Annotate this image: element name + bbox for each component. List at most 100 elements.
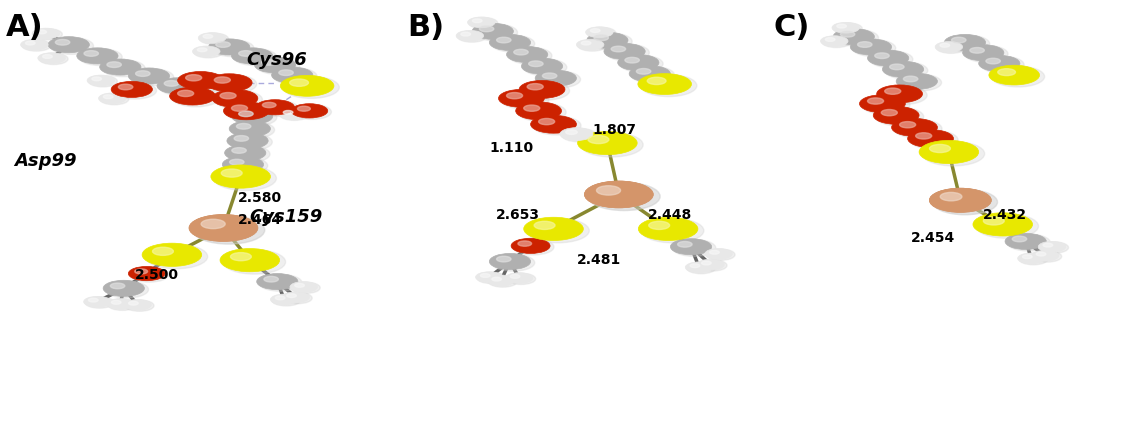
- Circle shape: [128, 301, 139, 305]
- Circle shape: [706, 249, 735, 260]
- Circle shape: [686, 262, 715, 274]
- Text: A): A): [6, 13, 44, 42]
- Circle shape: [677, 241, 692, 247]
- Circle shape: [976, 214, 1038, 238]
- Circle shape: [457, 31, 486, 42]
- Circle shape: [84, 51, 99, 56]
- Text: C): C): [774, 13, 810, 42]
- Circle shape: [524, 59, 567, 76]
- Circle shape: [528, 61, 543, 67]
- Circle shape: [211, 165, 270, 188]
- Circle shape: [877, 85, 923, 103]
- Circle shape: [510, 274, 520, 278]
- Text: Cys96: Cys96: [246, 51, 307, 69]
- Circle shape: [534, 221, 555, 229]
- Circle shape: [882, 61, 924, 77]
- Circle shape: [821, 36, 848, 46]
- Circle shape: [142, 243, 202, 266]
- Circle shape: [521, 81, 570, 100]
- Circle shape: [979, 55, 1020, 72]
- Circle shape: [709, 250, 720, 254]
- Circle shape: [264, 276, 278, 282]
- Circle shape: [492, 254, 535, 271]
- Circle shape: [254, 57, 296, 73]
- Circle shape: [944, 34, 986, 51]
- Circle shape: [227, 133, 268, 149]
- Circle shape: [37, 30, 47, 34]
- Circle shape: [236, 123, 251, 129]
- Circle shape: [211, 40, 254, 57]
- Circle shape: [596, 186, 621, 195]
- Circle shape: [102, 60, 146, 77]
- Circle shape: [631, 67, 675, 84]
- Circle shape: [1036, 252, 1046, 256]
- Circle shape: [105, 281, 149, 298]
- Circle shape: [963, 45, 1004, 61]
- Circle shape: [970, 47, 984, 53]
- Circle shape: [896, 73, 937, 89]
- Circle shape: [511, 238, 550, 253]
- Circle shape: [295, 283, 305, 287]
- Circle shape: [87, 75, 115, 86]
- Circle shape: [212, 89, 258, 107]
- Circle shape: [647, 77, 666, 84]
- Circle shape: [100, 93, 128, 105]
- Circle shape: [231, 108, 273, 124]
- Circle shape: [860, 95, 905, 113]
- Circle shape: [505, 273, 533, 283]
- Circle shape: [900, 122, 916, 128]
- Circle shape: [620, 55, 664, 72]
- Circle shape: [131, 69, 174, 86]
- Circle shape: [259, 274, 303, 291]
- Circle shape: [629, 66, 670, 82]
- Circle shape: [25, 41, 36, 45]
- Circle shape: [965, 46, 1008, 63]
- Circle shape: [606, 44, 650, 61]
- Circle shape: [202, 219, 225, 229]
- Circle shape: [638, 74, 691, 94]
- Circle shape: [584, 181, 653, 208]
- Circle shape: [281, 76, 333, 96]
- Circle shape: [533, 116, 581, 135]
- Circle shape: [88, 298, 99, 302]
- Circle shape: [588, 182, 660, 211]
- Circle shape: [193, 216, 265, 244]
- Circle shape: [42, 55, 53, 59]
- Circle shape: [99, 93, 126, 104]
- Circle shape: [560, 128, 592, 140]
- Circle shape: [581, 133, 643, 157]
- Circle shape: [584, 181, 653, 208]
- Circle shape: [487, 275, 515, 286]
- Circle shape: [261, 59, 276, 65]
- Circle shape: [1012, 236, 1027, 242]
- Circle shape: [586, 27, 613, 38]
- Circle shape: [604, 43, 645, 59]
- Circle shape: [576, 39, 604, 50]
- Circle shape: [524, 217, 583, 240]
- Circle shape: [892, 118, 937, 136]
- Circle shape: [537, 71, 581, 88]
- Circle shape: [933, 190, 997, 215]
- Text: 2.500: 2.500: [135, 268, 179, 282]
- Circle shape: [164, 80, 179, 86]
- Circle shape: [227, 146, 270, 163]
- Circle shape: [225, 157, 268, 174]
- Circle shape: [128, 68, 170, 84]
- Circle shape: [229, 121, 270, 137]
- Circle shape: [1007, 234, 1051, 251]
- Text: 1.807: 1.807: [592, 122, 636, 137]
- Circle shape: [186, 75, 202, 81]
- Circle shape: [1005, 233, 1046, 249]
- Circle shape: [1033, 251, 1061, 262]
- Text: 2.580: 2.580: [238, 190, 283, 205]
- Circle shape: [496, 37, 511, 43]
- Circle shape: [947, 35, 990, 52]
- Circle shape: [88, 76, 117, 87]
- Circle shape: [1039, 242, 1068, 253]
- Circle shape: [103, 95, 113, 99]
- Circle shape: [223, 250, 285, 274]
- Circle shape: [108, 299, 136, 310]
- Circle shape: [209, 75, 257, 93]
- Circle shape: [456, 30, 484, 41]
- Circle shape: [588, 135, 609, 143]
